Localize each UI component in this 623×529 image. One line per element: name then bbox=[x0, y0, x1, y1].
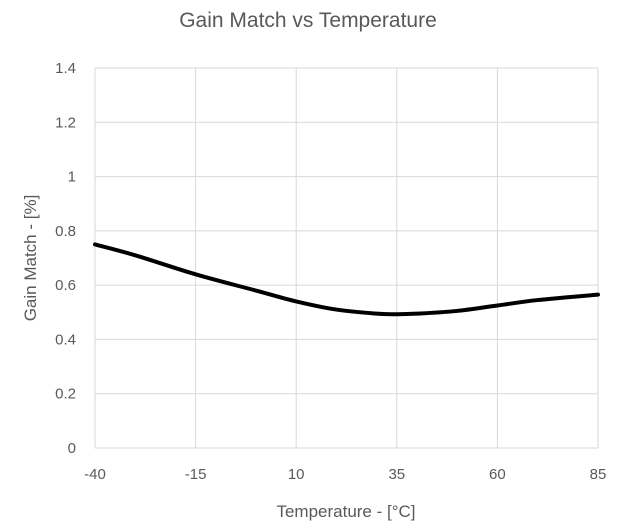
x-tick-label: 10 bbox=[288, 466, 305, 483]
y-tick-label: 1 bbox=[68, 169, 76, 186]
vertical-gridlines bbox=[94, 68, 599, 448]
y-tick-label: 0.2 bbox=[55, 386, 76, 403]
x-axis-label: Temperature - [°C] bbox=[276, 502, 415, 521]
y-axis-ticks: 0 0.2 0.4 0.6 0.8 1 1.2 1.4 bbox=[55, 60, 76, 457]
gain-match-line bbox=[93, 242, 600, 317]
x-axis-ticks: -40 -15 10 35 60 85 bbox=[84, 466, 606, 483]
x-tick-label: 85 bbox=[590, 466, 607, 483]
x-tick-label: 60 bbox=[489, 466, 506, 483]
horizontal-gridlines bbox=[95, 67, 598, 395]
x-tick-label: -15 bbox=[185, 466, 207, 483]
chart-title: Gain Match vs Temperature bbox=[179, 9, 437, 32]
y-tick-label: 1.2 bbox=[55, 114, 76, 131]
x-tick-label: 35 bbox=[388, 466, 405, 483]
y-tick-label: 0.6 bbox=[55, 277, 76, 294]
y-axis-label: Gain Match - [%] bbox=[21, 195, 40, 322]
y-tick-label: 0.4 bbox=[55, 331, 76, 348]
y-tick-label: 0.8 bbox=[55, 223, 76, 240]
y-tick-label: 0 bbox=[68, 440, 76, 457]
y-tick-label: 1.4 bbox=[55, 60, 76, 77]
x-tick-label: -40 bbox=[84, 466, 106, 483]
